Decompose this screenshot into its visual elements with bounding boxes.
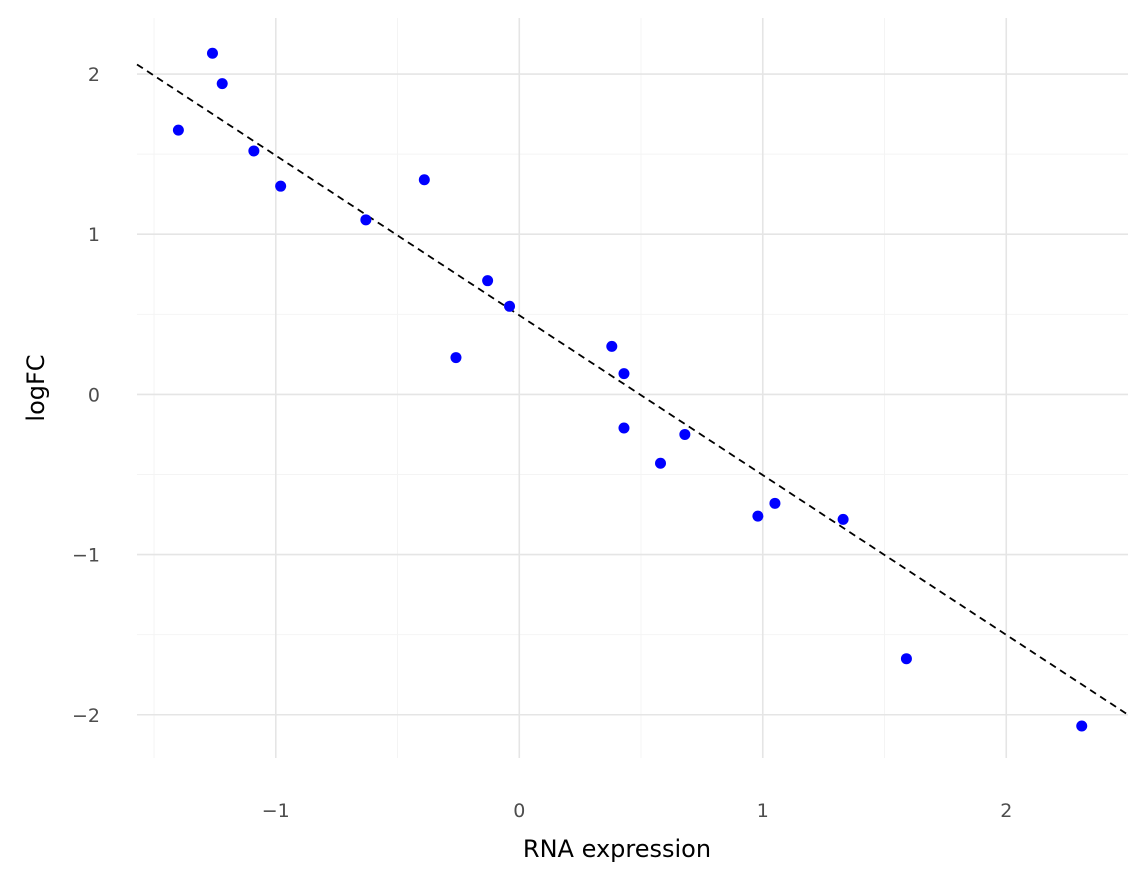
data-point: [216, 78, 228, 90]
data-point: [618, 368, 630, 380]
y-tick-label: 2: [88, 64, 100, 86]
data-point: [504, 300, 516, 312]
x-tick-label: 0: [513, 800, 525, 822]
data-point: [900, 653, 912, 665]
data-point: [172, 124, 184, 136]
data-point: [655, 457, 667, 469]
data-point: [482, 275, 494, 287]
data-point: [360, 214, 372, 226]
x-tick-label: 1: [757, 800, 769, 822]
x-tick-label: −1: [262, 800, 290, 822]
y-tick-label: −2: [72, 705, 100, 727]
x-tick-label: 2: [1000, 800, 1012, 822]
data-point: [679, 428, 691, 440]
grid: [137, 18, 1128, 758]
data-point: [752, 510, 764, 522]
tick-labels: −1 0 1 2 −2 −1 0 1 2: [72, 64, 1012, 822]
points-layer: [172, 47, 1088, 732]
data-point: [618, 422, 630, 434]
data-point: [837, 513, 849, 525]
data-point: [206, 47, 218, 59]
y-tick-label: −1: [72, 545, 100, 567]
x-axis-title: RNA expression: [523, 835, 711, 863]
data-point: [769, 497, 781, 509]
y-tick-label: 0: [88, 384, 100, 406]
data-point: [1076, 720, 1088, 732]
data-point: [275, 180, 287, 192]
data-point: [418, 174, 430, 186]
fit-line: [136, 63, 1129, 716]
fit-line-layer: [136, 63, 1129, 716]
data-point: [450, 352, 462, 364]
y-tick-label: 1: [88, 224, 100, 246]
data-point: [606, 340, 618, 352]
data-point: [248, 145, 260, 157]
y-axis-title: logFC: [22, 354, 50, 421]
